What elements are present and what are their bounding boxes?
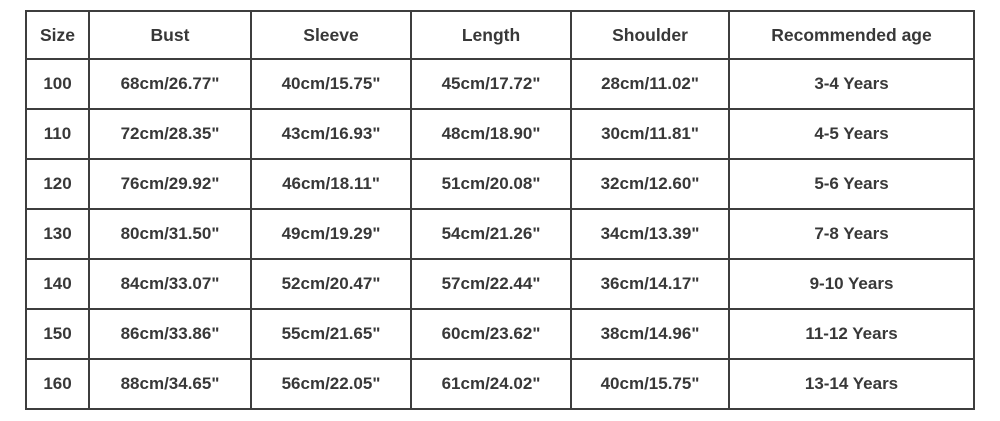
size-chart-table: Size Bust Sleeve Length Shoulder Recomme…	[25, 10, 975, 410]
shoulder-cell: 30cm/11.81"	[570, 108, 730, 160]
table-row-size-150: 150 86cm/33.86" 55cm/21.65" 60cm/23.62" …	[25, 308, 975, 360]
bust-cell: 84cm/33.07"	[88, 258, 252, 310]
shoulder-cell: 28cm/11.02"	[570, 58, 730, 110]
column-header-size: Size	[25, 10, 90, 60]
table-row-size-130: 130 80cm/31.50" 49cm/19.29" 54cm/21.26" …	[25, 208, 975, 260]
length-cell: 48cm/18.90"	[410, 108, 572, 160]
length-cell: 54cm/21.26"	[410, 208, 572, 260]
size-cell: 100	[25, 58, 90, 110]
age-cell: 3-4 Years	[728, 58, 975, 110]
bust-cell: 86cm/33.86"	[88, 308, 252, 360]
shoulder-cell: 34cm/13.39"	[570, 208, 730, 260]
sleeve-cell: 46cm/18.11"	[250, 158, 412, 210]
table-row-size-140: 140 84cm/33.07" 52cm/20.47" 57cm/22.44" …	[25, 258, 975, 310]
bust-cell: 80cm/31.50"	[88, 208, 252, 260]
bust-cell: 88cm/34.65"	[88, 358, 252, 410]
age-cell: 7-8 Years	[728, 208, 975, 260]
shoulder-cell: 40cm/15.75"	[570, 358, 730, 410]
age-cell: 11-12 Years	[728, 308, 975, 360]
size-cell: 110	[25, 108, 90, 160]
age-cell: 5-6 Years	[728, 158, 975, 210]
age-cell: 13-14 Years	[728, 358, 975, 410]
sleeve-cell: 43cm/16.93"	[250, 108, 412, 160]
bust-cell: 72cm/28.35"	[88, 108, 252, 160]
length-cell: 61cm/24.02"	[410, 358, 572, 410]
size-cell: 130	[25, 208, 90, 260]
length-cell: 60cm/23.62"	[410, 308, 572, 360]
column-header-sleeve: Sleeve	[250, 10, 412, 60]
column-header-length: Length	[410, 10, 572, 60]
column-header-shoulder: Shoulder	[570, 10, 730, 60]
table-row-size-100: 100 68cm/26.77" 40cm/15.75" 45cm/17.72" …	[25, 58, 975, 110]
sleeve-cell: 52cm/20.47"	[250, 258, 412, 310]
length-cell: 45cm/17.72"	[410, 58, 572, 110]
size-cell: 140	[25, 258, 90, 310]
table-row-size-120: 120 76cm/29.92" 46cm/18.11" 51cm/20.08" …	[25, 158, 975, 210]
sleeve-cell: 56cm/22.05"	[250, 358, 412, 410]
table-row-size-110: 110 72cm/28.35" 43cm/16.93" 48cm/18.90" …	[25, 108, 975, 160]
sleeve-cell: 55cm/21.65"	[250, 308, 412, 360]
sleeve-cell: 40cm/15.75"	[250, 58, 412, 110]
length-cell: 51cm/20.08"	[410, 158, 572, 210]
header-row: Size Bust Sleeve Length Shoulder Recomme…	[25, 10, 975, 60]
bust-cell: 68cm/26.77"	[88, 58, 252, 110]
table-row-size-160: 160 88cm/34.65" 56cm/22.05" 61cm/24.02" …	[25, 358, 975, 410]
shoulder-cell: 38cm/14.96"	[570, 308, 730, 360]
size-cell: 160	[25, 358, 90, 410]
column-header-recommended-age: Recommended age	[728, 10, 975, 60]
sleeve-cell: 49cm/19.29"	[250, 208, 412, 260]
shoulder-cell: 36cm/14.17"	[570, 258, 730, 310]
shoulder-cell: 32cm/12.60"	[570, 158, 730, 210]
size-cell: 150	[25, 308, 90, 360]
age-cell: 9-10 Years	[728, 258, 975, 310]
size-chart-container: Size Bust Sleeve Length Shoulder Recomme…	[25, 10, 975, 410]
bust-cell: 76cm/29.92"	[88, 158, 252, 210]
size-cell: 120	[25, 158, 90, 210]
column-header-bust: Bust	[88, 10, 252, 60]
age-cell: 4-5 Years	[728, 108, 975, 160]
length-cell: 57cm/22.44"	[410, 258, 572, 310]
